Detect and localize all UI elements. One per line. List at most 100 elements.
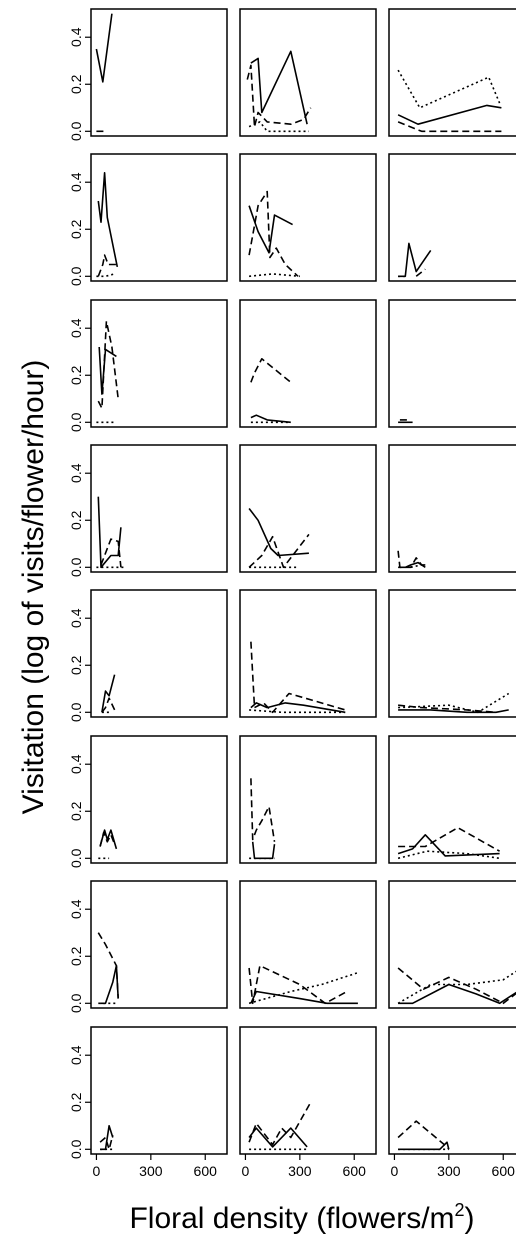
series-dotted-line (248, 971, 359, 1005)
series-dashed-line (397, 967, 516, 1005)
series-dashed-line (97, 254, 117, 277)
panel-frame (388, 8, 516, 137)
x-tick-label: 300 (139, 1163, 163, 1179)
panel-r8-c2 (248, 1101, 312, 1151)
panel-frame (388, 153, 516, 282)
panel-frame (90, 880, 228, 1009)
series-dashed-line (397, 550, 426, 569)
series-dotted-line (398, 692, 510, 714)
panel-frame (239, 589, 377, 718)
series-dashed-line (99, 1134, 114, 1151)
series-dotted-line (397, 850, 500, 860)
series-dashed-line (250, 641, 346, 714)
y-tick-label: 0.2 (68, 1092, 84, 1112)
x-tick-label: 300 (437, 1163, 461, 1179)
panel-frame (239, 153, 377, 282)
panel-frame (90, 589, 228, 718)
series-solid-line (97, 496, 122, 569)
y-tick-label: 0.2 (68, 365, 84, 385)
series-solid-line (250, 50, 308, 125)
series-dashed-line (415, 268, 426, 277)
panel-frame (239, 735, 377, 864)
y-tick-label: 0.4 (68, 1045, 84, 1065)
series-dotted-line (397, 69, 501, 109)
y-tick-label: 0.0 (68, 993, 84, 1013)
y-tick-label: 0.2 (68, 801, 84, 821)
series-dashed-line (250, 778, 276, 842)
y-tick-label: 0.4 (68, 463, 84, 483)
series-dotted-line (249, 273, 300, 278)
series-solid-line (248, 508, 309, 557)
series-dashed-line (248, 1101, 312, 1146)
y-tick-label: 0.0 (68, 702, 84, 722)
panel-frame (90, 8, 228, 137)
panel-frame (388, 735, 516, 864)
panel-frame (239, 880, 377, 1009)
series-dashed-line (99, 831, 116, 847)
series-dashed-line (248, 533, 310, 569)
panel-frame (239, 299, 377, 428)
panel-r3-c3 (398, 419, 413, 424)
x-tick-label: 0 (242, 1163, 250, 1179)
panel-r6-c2 (249, 778, 276, 860)
panel-r2-c2 (248, 190, 300, 278)
panel-frame (388, 299, 516, 428)
y-tick-label: 0.2 (68, 510, 84, 530)
series-dotted-line (96, 273, 115, 278)
series-solid-line (397, 833, 500, 857)
y-tick-label: 0.0 (68, 412, 84, 432)
panel-frame (90, 1026, 228, 1155)
series-solid-line (100, 1125, 114, 1151)
panel-frame (388, 1026, 516, 1155)
y-tick-label: 0.2 (68, 946, 84, 966)
series-dashed-line (97, 932, 119, 999)
panel-grid: 0.0 0.2 0.4 0.0 0.2 0.4 0.0 0.2 0.4 0.0 0.2 0.4 0.0 0… (68, 8, 516, 1179)
y-tick-label: 0.2 (68, 74, 84, 94)
series-solid-line (95, 13, 113, 83)
y-tick-label: 0.0 (68, 121, 84, 141)
x-axis-title: Floral density (flowers/m2) (129, 1200, 474, 1235)
series-solid-line (248, 1127, 308, 1148)
panel-r7-c3 (397, 967, 516, 1005)
x-tick-label: 600 (492, 1163, 516, 1179)
panel-frame (239, 444, 377, 573)
series-solid-line (251, 841, 276, 860)
y-tick-label: 0.0 (68, 1139, 84, 1159)
series-dashed-line (101, 697, 116, 713)
series-solid-line (398, 983, 516, 1005)
series-solid-line (101, 674, 116, 713)
panel-frame (90, 299, 228, 428)
y-tick-label: 0.4 (68, 318, 84, 338)
series-solid-line (100, 964, 119, 1005)
panel-r1-c2 (246, 50, 312, 133)
y-tick-label: 0.2 (68, 655, 84, 675)
y-tick-label: 0.4 (68, 172, 84, 192)
series-dotted-line (397, 970, 516, 1004)
panel-r2-c3 (398, 242, 432, 278)
y-tick-label: 0.4 (68, 754, 84, 774)
x-tick-label: 0 (391, 1163, 399, 1179)
panel-r3-c1 (96, 320, 119, 424)
y-tick-label: 0.4 (68, 608, 84, 628)
series-solid-line (250, 990, 358, 1005)
y-tick-label: 0.4 (68, 899, 84, 919)
panel-frame (388, 589, 516, 718)
series-solid-line (398, 242, 432, 278)
series-solid-line (398, 709, 509, 714)
panel-r5-c2 (249, 641, 346, 714)
panel-r4-c1 (96, 496, 124, 569)
panel-frame (239, 8, 377, 137)
series-dashed-line (397, 121, 502, 133)
series-solid-line (98, 346, 117, 395)
series-solid-line (398, 1141, 450, 1151)
series-dashed-line (250, 357, 292, 383)
series-dotted-line (249, 709, 346, 714)
series-dashed-line (246, 64, 312, 128)
y-tick-label: 0.2 (68, 219, 84, 239)
panel-r2-c1 (96, 172, 119, 278)
panel-frame (90, 444, 228, 573)
panel-r4-c2 (248, 508, 310, 569)
y-axis-title: Visitation (log of visits/flower/hour) (17, 360, 50, 815)
panel-r8-c3 (397, 1120, 450, 1151)
